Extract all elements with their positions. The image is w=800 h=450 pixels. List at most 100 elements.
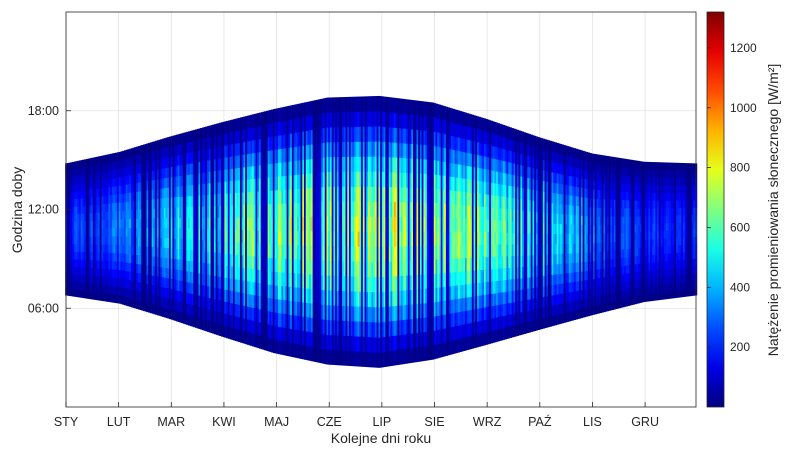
heatmap-cell xyxy=(269,311,272,326)
heatmap-cell xyxy=(66,243,69,252)
heatmap-cell xyxy=(82,182,85,191)
heatmap-cell xyxy=(217,158,220,171)
heatmap-cell xyxy=(340,171,343,187)
heatmap-cell xyxy=(125,236,128,246)
heatmap-cell xyxy=(151,218,154,228)
heatmap-cell xyxy=(220,253,223,266)
heatmap-cell xyxy=(120,261,123,271)
heatmap-cell xyxy=(146,162,149,172)
heatmap-cell xyxy=(248,115,251,129)
heatmap-cell xyxy=(321,245,324,261)
heatmap-cell xyxy=(281,340,284,355)
heatmap-cell xyxy=(314,172,317,188)
heatmap-cell xyxy=(85,166,88,175)
heatmap-cell xyxy=(210,298,213,311)
heatmap-cell xyxy=(136,173,139,183)
heatmap-cell xyxy=(75,213,78,222)
heatmap-cell xyxy=(120,253,123,262)
heatmap-cell xyxy=(323,319,326,335)
heatmap-cell xyxy=(297,216,300,232)
heatmap-cell xyxy=(201,284,204,297)
heatmap-cell xyxy=(101,179,104,189)
heatmap-cell xyxy=(312,346,315,362)
heatmap-cell xyxy=(130,157,133,167)
heatmap-cell xyxy=(336,186,339,202)
heatmap-cell xyxy=(264,270,267,285)
heatmap-cell xyxy=(324,127,327,143)
heatmap-cell xyxy=(236,242,239,255)
heatmap-cell xyxy=(264,151,267,165)
heatmap-cell xyxy=(73,206,76,215)
heatmap-cell xyxy=(335,186,338,202)
heatmap-cell xyxy=(324,230,327,247)
heatmap-cell xyxy=(162,217,165,228)
heatmap-cell xyxy=(219,276,222,289)
heatmap-cell xyxy=(117,286,120,296)
heatmap-cell xyxy=(75,281,78,290)
heatmap-cell xyxy=(271,163,274,178)
heatmap-cell xyxy=(165,257,168,268)
heatmap-cell xyxy=(205,126,208,139)
heatmap-cell xyxy=(343,275,346,292)
heatmap-cell xyxy=(333,260,336,276)
heatmap-cell xyxy=(194,162,198,174)
heatmap-cell xyxy=(333,112,336,128)
heatmap-cell xyxy=(177,134,180,145)
heatmap-cell xyxy=(200,172,203,185)
heatmap-cell xyxy=(143,255,146,265)
heatmap-cell xyxy=(248,332,251,346)
heatmap-cell xyxy=(331,201,334,217)
heatmap-cell xyxy=(174,238,177,249)
heatmap-cell xyxy=(278,271,281,286)
heatmap-cell xyxy=(120,202,123,212)
heatmap-cell xyxy=(262,309,265,324)
heatmap-cell xyxy=(222,157,225,170)
heatmap-cell xyxy=(309,173,312,189)
heatmap-cell xyxy=(236,130,239,144)
heatmap-cell xyxy=(241,204,244,218)
heatmap-cell xyxy=(98,180,101,189)
heatmap-cell xyxy=(241,267,244,281)
heatmap-cell xyxy=(316,332,319,348)
heatmap-cell xyxy=(148,246,151,257)
heatmap-cell xyxy=(312,216,315,232)
heatmap-cell xyxy=(208,160,211,172)
heatmap-cell xyxy=(96,244,99,253)
heatmap-day-column xyxy=(136,146,139,309)
heatmap-cell xyxy=(335,127,338,143)
heatmap-cell xyxy=(248,179,251,193)
heatmap-cell xyxy=(297,103,300,119)
heatmap-cell xyxy=(155,256,158,267)
heatmap-cell xyxy=(78,190,82,199)
heatmap-cell xyxy=(305,331,308,346)
heatmap-cell xyxy=(265,310,268,325)
heatmap-cell xyxy=(305,345,308,361)
heatmap-cell xyxy=(78,282,82,290)
heatmap-cell xyxy=(203,206,206,218)
heatmap-cell xyxy=(115,219,118,229)
heatmap-cell xyxy=(323,157,326,173)
heatmap-cell xyxy=(279,148,282,163)
heatmap-cell xyxy=(305,302,308,318)
heatmap-cell xyxy=(238,142,241,156)
heatmap-cell xyxy=(80,274,83,283)
heatmap-cell xyxy=(255,282,258,296)
heatmap-cell xyxy=(89,259,92,268)
heatmap-day-column xyxy=(111,153,114,303)
heatmap-cell xyxy=(258,295,262,310)
heatmap-cell xyxy=(229,314,232,328)
heatmap-cell xyxy=(274,203,277,218)
heatmap-cell xyxy=(310,346,313,362)
heatmap-cell xyxy=(73,221,76,230)
heatmap-cell xyxy=(193,228,196,240)
heatmap-cell xyxy=(258,138,262,153)
heatmap-cell xyxy=(203,172,206,184)
heatmap-cell xyxy=(92,173,95,182)
heatmap-cell xyxy=(106,162,109,172)
heatmap-cell xyxy=(139,154,142,165)
heatmap-cell xyxy=(168,258,172,269)
heatmap-cell xyxy=(302,330,305,346)
heatmap-cell xyxy=(250,294,253,308)
heatmap-cell xyxy=(201,150,204,162)
heatmap-cell xyxy=(191,250,194,262)
